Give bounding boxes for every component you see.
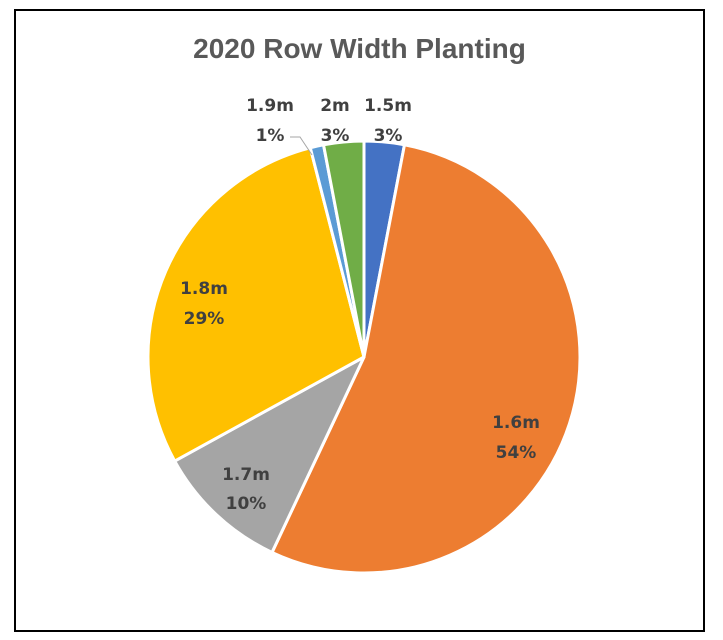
slice-percent-1-5m: 3% (374, 126, 403, 146)
slice-percent-1-8m: 29% (184, 309, 225, 329)
chart-title: 2020 Row Width Planting (193, 33, 526, 64)
slice-label-1-8m: 1.8m (180, 279, 228, 299)
slice-label-1-6m: 1.6m (492, 413, 540, 433)
slice-percent-1-6m: 54% (496, 443, 537, 463)
slice-percent-1-9m: 1% (256, 126, 285, 146)
pie-slice-1-7m (173, 355, 366, 554)
slice-label-1-9m: 1.9m (246, 96, 294, 116)
pie-slice-1-6m (270, 143, 582, 575)
leader-line-1-9m (290, 136, 313, 156)
slice-percent-2m: 3% (321, 126, 350, 146)
pie-slice-1-8m (146, 146, 366, 463)
slice-label-1-5m: 1.5m (364, 96, 412, 116)
slice-label-1-7m: 1.7m (222, 465, 270, 485)
slice-label-2m: 2m (320, 96, 350, 116)
slice-percent-1-7m: 10% (226, 494, 267, 514)
pie-slice-2m (322, 139, 366, 359)
